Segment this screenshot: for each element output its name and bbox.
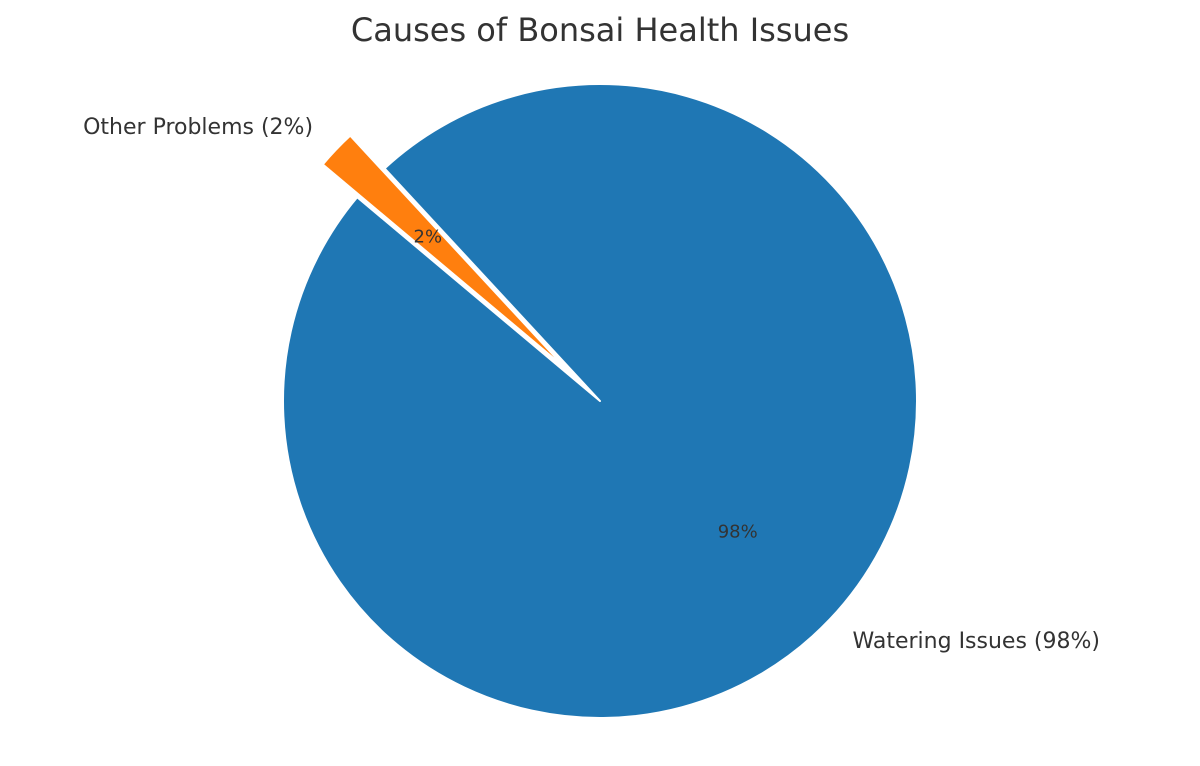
pie-wedges: [281, 83, 918, 719]
pie-labels: Watering Issues (98%) 98% Other Problems (…: [83, 115, 1100, 654]
pie-slice-0: [281, 83, 918, 719]
slice-pct-label-1: 2%: [414, 227, 443, 248]
pie-slice-1: [321, 134, 567, 370]
chart-title: Causes of Bonsai Health Issues: [351, 11, 849, 49]
slice-pct-label-0: 98%: [718, 522, 758, 543]
slice-label-0: Watering Issues (98%): [853, 629, 1100, 654]
slice-label-1: Other Problems (2%): [83, 115, 313, 140]
